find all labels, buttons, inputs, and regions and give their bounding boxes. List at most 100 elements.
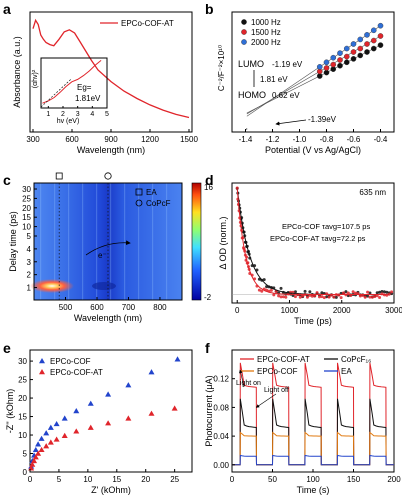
y-tick-label: 4 (27, 245, 32, 254)
kinetics-point (358, 294, 362, 298)
light-off-label: Light off (264, 387, 289, 394)
kinetics-point (351, 290, 355, 294)
photocurrent-line (232, 398, 394, 466)
kinetics-point (334, 295, 338, 299)
y-tick-label: 10 (22, 223, 31, 232)
homo-label: HOMO (238, 90, 266, 100)
axes-frame (29, 11, 193, 133)
legend-marker (135, 199, 143, 207)
heatmap-streak (124, 183, 126, 300)
nyquist-point (43, 430, 50, 436)
kinetics-point (293, 295, 297, 299)
heatmap-streak (54, 183, 56, 300)
heatmap-streak (82, 183, 84, 300)
x-tick-label: 25 (170, 475, 179, 484)
nyquist-point (38, 435, 45, 441)
kinetics-point (301, 294, 305, 298)
photocurrent-line (232, 454, 394, 466)
x-tick-label: 600 (90, 303, 104, 312)
kinetics-point (260, 289, 264, 293)
kinetics-point (279, 295, 283, 299)
colorbar (191, 182, 202, 301)
legend-label: 1500 Hz (251, 28, 281, 37)
x-axis-label: Wavelength (nm) (74, 313, 142, 323)
kinetics-point (298, 295, 302, 299)
x-tick-label: 50 (268, 475, 277, 484)
y-tick-label: 0.00 (213, 461, 229, 470)
intercept-label: -1.39eV (308, 115, 337, 124)
photocurrent-line (232, 431, 394, 466)
kinetics-point (342, 291, 346, 295)
kinetics-point (327, 295, 331, 299)
nyquist-point (105, 420, 112, 426)
heatmap-streak (110, 183, 112, 300)
legend-label: CoPcF₁₆ (341, 355, 371, 364)
nyquist-point (73, 428, 80, 434)
nyquist-point (32, 446, 39, 453)
mott-schottky-point (370, 27, 377, 34)
kinetics-point (332, 295, 336, 299)
panel-f: f 0 50 100 150 200 0.00 0.04 0.08 0.12 Time (s) Pho… (204, 340, 401, 495)
kinetics-point (378, 296, 382, 300)
kinetics-point (303, 289, 307, 293)
colorbar-max-label: 16 (204, 183, 213, 192)
kinetics-point (262, 278, 266, 282)
light-on-label: Light on (236, 380, 261, 387)
nyquist-point (29, 461, 36, 467)
mott-schottky-point (370, 37, 377, 44)
legend-marker (241, 39, 247, 45)
inset-x-tick-label: 5 (105, 111, 109, 118)
x-tick-label: -1.4 (239, 135, 253, 144)
legend-label: EA (341, 367, 352, 376)
x-axis-label: Time (s) (297, 485, 330, 495)
kinetics-point (337, 293, 341, 297)
heatmap-streak (40, 183, 42, 300)
nyquist-point (148, 410, 155, 416)
nyquist-point (73, 408, 80, 414)
panel-d: d 0 1000 2000 3000 Time (ps) Δ OD (norm.) 635 n… (205, 172, 402, 326)
panel-letter: e (3, 340, 11, 356)
mott-schottky-point (350, 49, 357, 55)
x-tick-label: 10 (83, 475, 92, 484)
light-on-arrow (239, 369, 245, 388)
ea-marker-square (55, 172, 63, 180)
kinetics-point (284, 295, 288, 299)
kinetics-point (235, 186, 239, 190)
nyquist-point (61, 432, 68, 438)
nyquist-point (47, 424, 54, 430)
x-tick-label: 1000 (281, 306, 299, 315)
x-tick-label: -0.4 (374, 135, 388, 144)
x-tick-label: -1.0 (293, 135, 307, 144)
kinetics-point (313, 294, 317, 298)
kinetics-point (390, 290, 394, 294)
mott-schottky-point (323, 65, 330, 71)
axes-frame (231, 182, 395, 304)
y-axis-label: Absorbance (a.u.) (12, 36, 22, 108)
x-tick-label: 800 (153, 303, 167, 312)
kinetics-point (272, 293, 276, 297)
x-tick-label: 200 (387, 475, 401, 484)
inset-x-tick-label: 4 (90, 111, 94, 118)
kinetics-point (344, 290, 348, 294)
wavelength-annotation: 635 nm (359, 188, 386, 197)
legend-label: EPCo-COF-AT (257, 355, 310, 364)
mott-schottky-point (350, 56, 357, 62)
x-tick-label: 300 (26, 135, 40, 144)
intercept-arrow (275, 119, 307, 126)
mott-schottky-point (316, 64, 323, 70)
x-axis-label: Time (ps) (294, 316, 332, 326)
y-axis-label: Δ OD (norm.) (218, 216, 228, 269)
mott-schottky-point (337, 50, 343, 56)
nyquist-point (105, 391, 112, 397)
heatmap-streak (152, 183, 154, 300)
x-axis-label: Potential (V vs Ag/AgCl) (265, 145, 361, 155)
x-tick-label: 900 (104, 135, 118, 144)
mott-schottky-point (357, 45, 364, 52)
nyquist-point (148, 369, 155, 375)
kinetics-point (368, 291, 372, 295)
mott-schottky-point (364, 49, 370, 55)
mott-schottky-point (337, 62, 343, 69)
legend-label: 2000 Hz (251, 38, 281, 47)
